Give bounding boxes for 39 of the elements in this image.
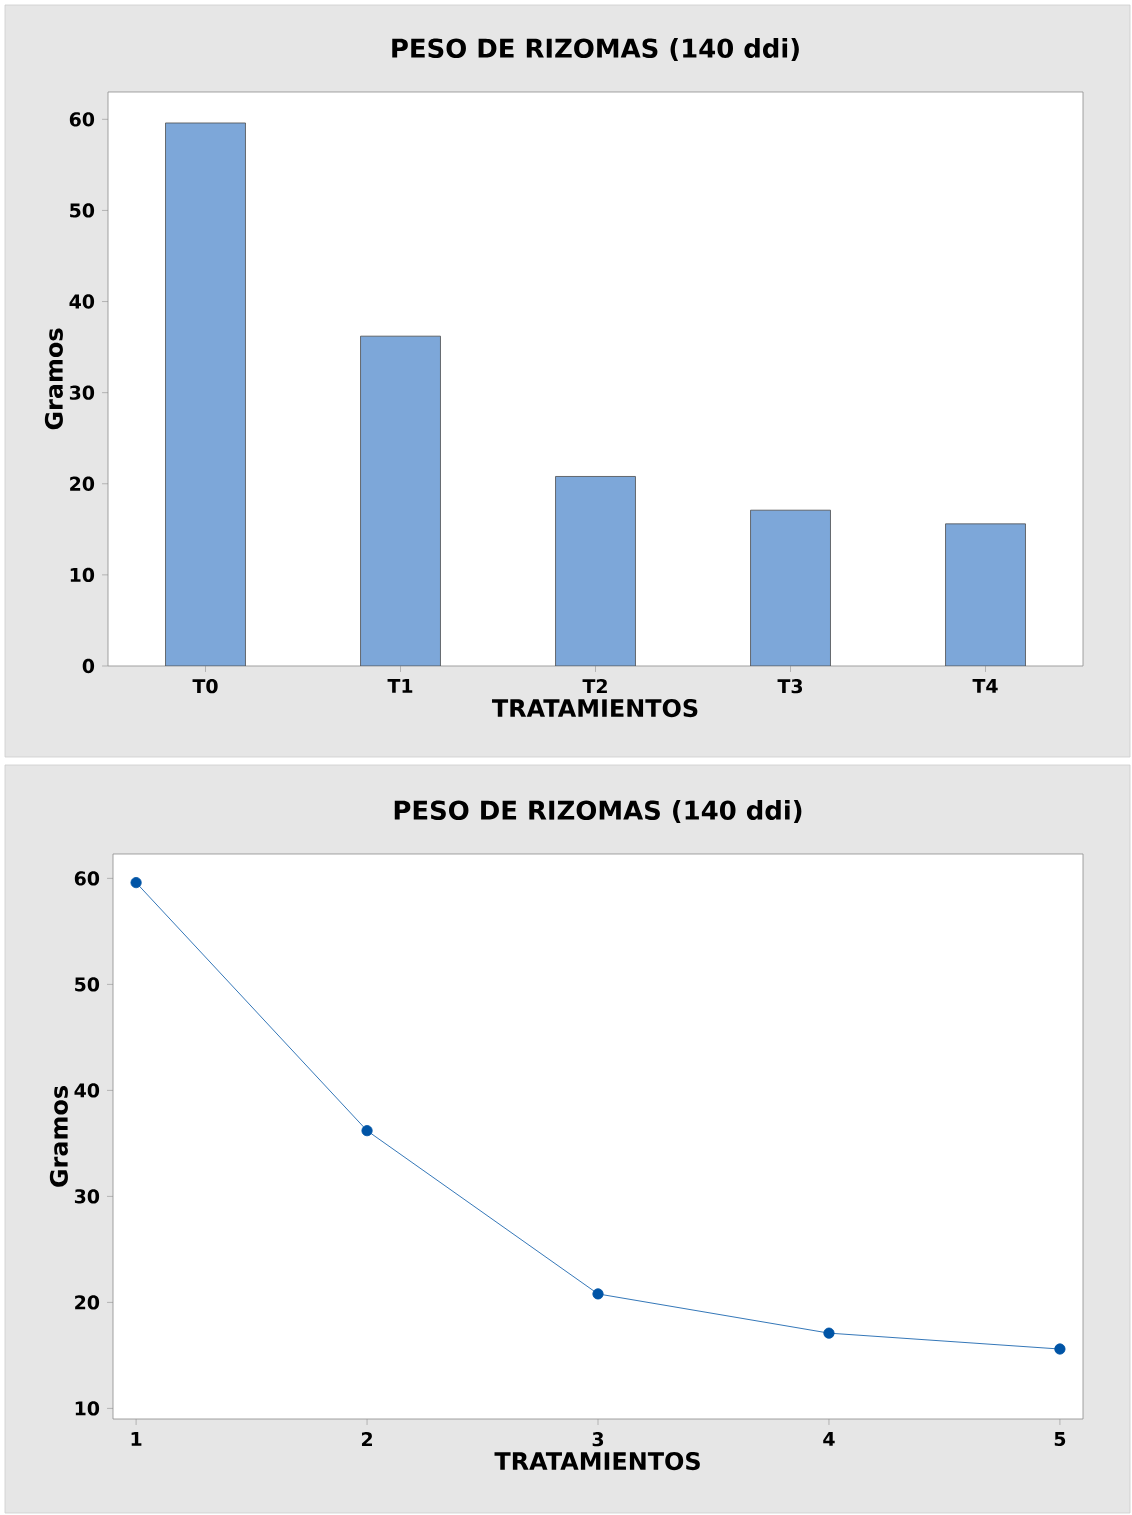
y-tick-label: 50 [75,977,100,992]
x-tick-label: T1 [387,678,413,693]
y-tick-label: 60 [74,871,100,886]
y-tick-label: 20 [75,1295,100,1310]
y-tick-label: 40 [74,1083,100,1098]
chart-title: PESO DE RIZOMAS (140 ddi) [394,799,802,824]
chart-title: PESO DE RIZOMAS (140 ddi) [392,37,799,62]
bar [750,509,831,666]
x-tick-label: 2 [361,1432,372,1447]
y-tick-label: 10 [70,567,95,583]
y-tick-label: 40 [69,294,95,309]
y-tick-label: 20 [70,476,95,491]
point [1054,1343,1066,1355]
y-tick-label: 60 [69,112,95,127]
y-tick-label: 30 [74,1189,100,1204]
y-tick-label: 10 [75,1401,100,1416]
y-tick-label: 0 [82,658,95,674]
point [130,877,142,889]
x-tick-label: 5 [1054,1432,1066,1447]
x-tick-label: 4 [823,1432,835,1446]
y-axis-title: Gramos [49,1086,68,1187]
point [823,1327,835,1339]
y-tick-label: 50 [70,203,95,218]
y-axis-title: Gramos [44,328,63,430]
x-tick-label: T2 [582,678,607,694]
point [592,1288,604,1300]
x-axis-title: TRATAMIENTOS [494,1452,700,1471]
bar [945,523,1026,666]
bar [360,335,441,666]
point [361,1125,373,1137]
x-tick-label: T0 [192,678,218,694]
x-tick-label: 3 [592,1432,604,1447]
bar [555,476,636,666]
x-tick-label: 1 [131,1432,142,1446]
x-tick-label: T3 [777,678,803,694]
y-tick-label: 30 [69,385,95,400]
x-tick-label: T4 [972,678,998,693]
bar [165,122,246,666]
x-axis-title: TRATAMIENTOS [492,699,698,718]
